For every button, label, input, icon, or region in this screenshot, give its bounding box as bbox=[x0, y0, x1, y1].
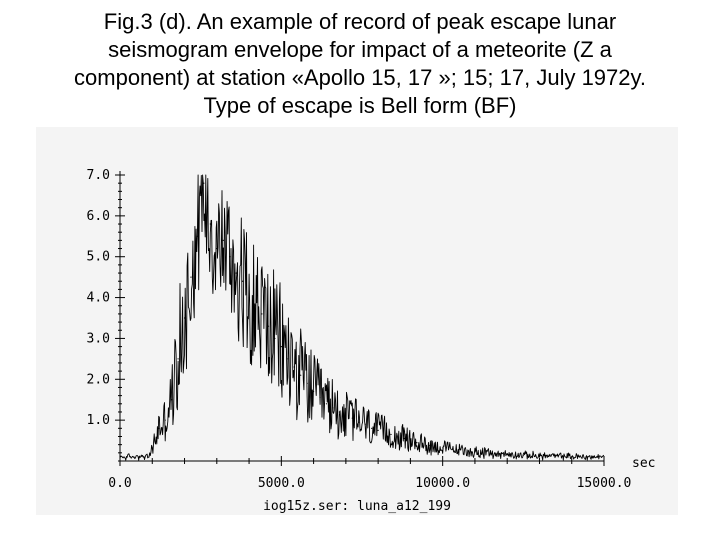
data-point bbox=[274, 337, 276, 340]
series-line bbox=[119, 174, 605, 461]
data-point bbox=[429, 444, 431, 447]
data-point bbox=[138, 456, 140, 458]
data-point bbox=[248, 296, 250, 299]
data-point bbox=[280, 346, 282, 348]
data-point bbox=[571, 455, 573, 458]
data-point bbox=[216, 247, 218, 250]
x-tick-label: 10000.0 bbox=[415, 476, 470, 491]
x-axis-unit-label: sec bbox=[632, 456, 655, 471]
data-point bbox=[390, 433, 392, 436]
data-point bbox=[306, 382, 308, 384]
data-point bbox=[416, 442, 418, 444]
data-point bbox=[522, 454, 524, 456]
x-tick-labels: 0.0 5000.0 10000.0 15000.0 bbox=[108, 476, 631, 491]
data-point bbox=[203, 182, 205, 184]
data-point bbox=[587, 456, 589, 458]
data-point bbox=[555, 455, 557, 457]
data-point bbox=[119, 456, 121, 458]
data-point bbox=[403, 437, 405, 440]
plot-panel bbox=[36, 127, 678, 515]
seismogram-chart: 1.0 2.0 3.0 4.0 5.0 6.0 7.0 0.0 5000.0 10000.0 15… bbox=[87, 168, 656, 514]
chart-footer-label: iog15z.ser: luna_a12_199 bbox=[263, 499, 451, 514]
data-point bbox=[490, 453, 492, 455]
data-point bbox=[338, 411, 341, 413]
data-point bbox=[377, 429, 379, 431]
data-point bbox=[287, 358, 289, 360]
data-point bbox=[235, 272, 237, 274]
data-point bbox=[293, 366, 295, 368]
data-point bbox=[325, 403, 328, 405]
data-point bbox=[242, 280, 244, 282]
data-point bbox=[538, 455, 541, 457]
data-point bbox=[506, 453, 508, 456]
data-point bbox=[364, 423, 366, 425]
y-tick-label: 1.0 bbox=[87, 413, 110, 428]
data-point bbox=[151, 448, 153, 450]
data-point bbox=[177, 358, 179, 360]
data-point bbox=[474, 451, 476, 453]
figure-caption: Fig.3 (d). An example of record of peak … bbox=[0, 8, 720, 120]
y-tick-label: 5.0 bbox=[87, 250, 110, 265]
y-tick-label: 6.0 bbox=[87, 209, 110, 224]
data-point bbox=[358, 421, 360, 423]
series-layer bbox=[119, 174, 605, 461]
data-point bbox=[183, 317, 186, 319]
data-point bbox=[371, 427, 373, 429]
data-point bbox=[313, 390, 315, 393]
caption-line-4: Type of escape is Bell form (BF) bbox=[203, 93, 517, 118]
x-tick-label: 0.0 bbox=[108, 476, 131, 491]
x-tick-label: 15000.0 bbox=[577, 476, 632, 491]
y-tick-label: 4.0 bbox=[87, 291, 110, 306]
data-point bbox=[319, 397, 321, 399]
y-tick-label: 2.0 bbox=[87, 372, 110, 387]
caption-line-2: seismogram envelope for impact of a mete… bbox=[108, 37, 612, 62]
data-point bbox=[229, 256, 231, 258]
data-point bbox=[351, 417, 353, 419]
data-point bbox=[190, 276, 192, 278]
data-point bbox=[164, 419, 166, 421]
data-point bbox=[442, 447, 444, 449]
x-tick-label: 5000.0 bbox=[258, 476, 305, 491]
chart-axes bbox=[115, 171, 605, 466]
caption-line-3: component) at station «Apollo 15, 17 »; … bbox=[74, 65, 646, 90]
data-point bbox=[345, 415, 347, 417]
data-point bbox=[332, 407, 334, 409]
caption-line-1: Fig.3 (d). An example of record of peak … bbox=[103, 9, 617, 34]
y-tick-label: 3.0 bbox=[87, 331, 110, 346]
data-point bbox=[458, 449, 460, 451]
data-point bbox=[603, 456, 605, 458]
data-point bbox=[254, 305, 257, 307]
data-point bbox=[196, 235, 199, 237]
data-point bbox=[148, 456, 150, 458]
data-point bbox=[267, 325, 270, 327]
data-point bbox=[171, 399, 173, 401]
data-point bbox=[222, 239, 224, 241]
data-point bbox=[261, 313, 263, 315]
y-tick-label: 7.0 bbox=[87, 168, 110, 183]
y-tick-labels: 1.0 2.0 3.0 4.0 5.0 6.0 7.0 bbox=[87, 168, 110, 428]
data-point bbox=[158, 427, 160, 429]
data-point bbox=[209, 223, 211, 225]
data-point bbox=[300, 374, 302, 376]
